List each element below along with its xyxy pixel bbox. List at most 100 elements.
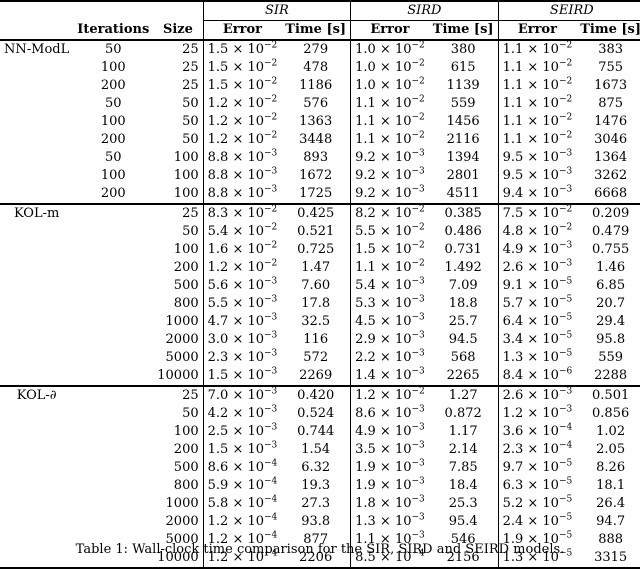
- error-cell: 4.9 × 10−3: [350, 423, 429, 441]
- iterations-cell: [73, 441, 153, 459]
- times-ten-symbol: × 10: [523, 242, 559, 257]
- iterations-cell: 100: [100, 114, 126, 129]
- time-cell: 94.5: [448, 332, 478, 347]
- error-exponent: −2: [411, 58, 425, 69]
- error-exponent: −3: [558, 166, 573, 177]
- error-cell: 1.2 × 10−4: [202, 531, 282, 549]
- error-mantissa: 5.5: [207, 296, 229, 311]
- table-row: 800 5.9 × 10−4 19.3 1.9 × 10−3 18.4 6.3 × 10−…: [0, 477, 640, 495]
- error-exponent: −3: [411, 166, 425, 177]
- error-cell: 5.9 × 10−4: [202, 476, 282, 495]
- times-ten-symbol: × 10: [523, 78, 559, 93]
- times-ten-symbol: × 10: [228, 388, 265, 403]
- error-exponent: −3: [264, 348, 278, 359]
- error-cell: 5.4 × 10−2: [202, 222, 282, 241]
- error-mantissa: 1.9: [502, 532, 524, 547]
- table-row: 200 1.5 × 10−3 1.54 3.5 × 10−3 2.14 2.3 × 10−…: [0, 441, 640, 459]
- error-cell: 5.5 × 10−2: [350, 223, 429, 241]
- error-cell: 1.1 × 10−3: [350, 531, 429, 549]
- error-mantissa: 4.9: [355, 424, 376, 439]
- error-exponent: −2: [558, 40, 573, 51]
- times-ten-symbol: × 10: [228, 332, 265, 347]
- error-mantissa: 1.2: [355, 388, 376, 403]
- error-cell: 1.1 × 10−2: [497, 39, 577, 59]
- size-cell: 5000: [165, 532, 199, 547]
- time-cell: 95.4: [448, 514, 478, 529]
- header-time: Time [s]: [432, 22, 494, 37]
- size-cell: 2000: [165, 514, 199, 529]
- error-mantissa: 6.4: [502, 314, 524, 329]
- time-cell: 1364: [594, 150, 628, 165]
- times-ten-symbol: × 10: [523, 442, 559, 457]
- error-cell: 1.5 × 10−2: [202, 77, 282, 95]
- iterations-cell: [73, 313, 153, 331]
- times-ten-symbol: × 10: [523, 260, 559, 275]
- error-mantissa: 6.3: [502, 478, 524, 493]
- iterations-cell: [73, 405, 153, 423]
- times-ten-symbol: × 10: [228, 496, 265, 511]
- times-ten-symbol: × 10: [228, 206, 265, 221]
- method-label: [0, 167, 73, 185]
- time-cell: 4511: [446, 186, 480, 201]
- time-cell: 0.385: [428, 203, 499, 223]
- iterations-cell: [73, 331, 153, 349]
- method-label: [0, 131, 73, 149]
- error-cell: 1.5 × 10−2: [202, 59, 282, 77]
- error-mantissa: 1.3: [502, 350, 524, 365]
- iterations-cell: [73, 295, 153, 313]
- table-caption: Table 1: Wall-clock time comparison for …: [75, 542, 565, 557]
- size-cell: 50: [182, 224, 199, 239]
- error-mantissa: 8.8: [207, 150, 229, 165]
- time-cell: 2265: [446, 368, 480, 383]
- time-cell: 1672: [299, 168, 333, 183]
- error-mantissa: 5.2: [502, 496, 524, 511]
- error-mantissa: 4.9: [502, 242, 524, 257]
- time-cell: 94.7: [596, 514, 626, 529]
- model-seird: SEIRD: [497, 0, 640, 21]
- time-cell: 0.501: [576, 385, 640, 405]
- times-ten-symbol: × 10: [375, 460, 412, 475]
- time-cell: 568: [450, 350, 476, 365]
- error-cell: 3.6 × 10−4: [497, 423, 577, 441]
- error-exponent: −2: [264, 112, 278, 123]
- error-exponent: −3: [558, 404, 573, 415]
- time-cell: 95.8: [596, 332, 626, 347]
- time-cell: 1.02: [596, 424, 626, 439]
- times-ten-symbol: × 10: [228, 278, 265, 293]
- table-row: 800 5.5 × 10−3 17.8 5.3 × 10−3 18.8 5.7 × 10−…: [0, 295, 640, 313]
- method-label: [0, 77, 73, 95]
- size-cell: 100: [173, 242, 199, 257]
- table-row: KOL-∂ 25 7.0 × 10−3 0.420 1.2 × 10−2 1.27 2.6 …: [0, 385, 640, 405]
- error-cell: 1.1 × 10−2: [497, 113, 577, 131]
- times-ten-symbol: × 10: [228, 442, 265, 457]
- size-cell: 25: [153, 39, 204, 59]
- times-ten-symbol: × 10: [523, 496, 559, 511]
- time-cell: 1186: [299, 78, 333, 93]
- error-cell: 5.7 × 10−5: [497, 295, 577, 313]
- time-cell: 3046: [594, 132, 628, 147]
- method-label: [0, 149, 73, 167]
- time-cell: 0.731: [444, 242, 482, 257]
- table-row: NN-ModL 50 25 1.5 × 10−2 279 1.0 × 10−2 380 1.1…: [0, 39, 640, 59]
- error-exponent: −2: [264, 222, 278, 233]
- table-row: 200 100 8.8 × 10−3 1725 9.2 × 10−3 4511 9.4 × …: [0, 185, 640, 204]
- iterations-cell: [73, 423, 153, 441]
- error-mantissa: 1.1: [502, 114, 524, 129]
- table-row: 2000 1.2 × 10−4 93.8 1.3 × 10−3 95.4 2.4 × 10…: [0, 513, 640, 531]
- error-cell: 5.2 × 10−5: [497, 495, 577, 513]
- size-cell: 50: [182, 406, 199, 421]
- error-exponent: −5: [558, 276, 573, 287]
- error-mantissa: 1.5: [207, 60, 229, 75]
- times-ten-symbol: × 10: [375, 388, 412, 403]
- time-cell: 1.492: [444, 260, 482, 275]
- method-label: KOL-m: [0, 203, 74, 223]
- error-cell: 8.6 × 10−3: [350, 405, 429, 423]
- error-cell: 9.5 × 10−3: [497, 149, 577, 167]
- error-cell: 4.9 × 10−3: [497, 241, 577, 259]
- size-cell: 100: [173, 186, 199, 201]
- iterations-cell: [73, 459, 153, 477]
- time-cell: 615: [450, 60, 476, 75]
- error-exponent: −4: [264, 476, 278, 487]
- size-cell: 100: [173, 424, 199, 439]
- times-ten-symbol: × 10: [523, 168, 559, 183]
